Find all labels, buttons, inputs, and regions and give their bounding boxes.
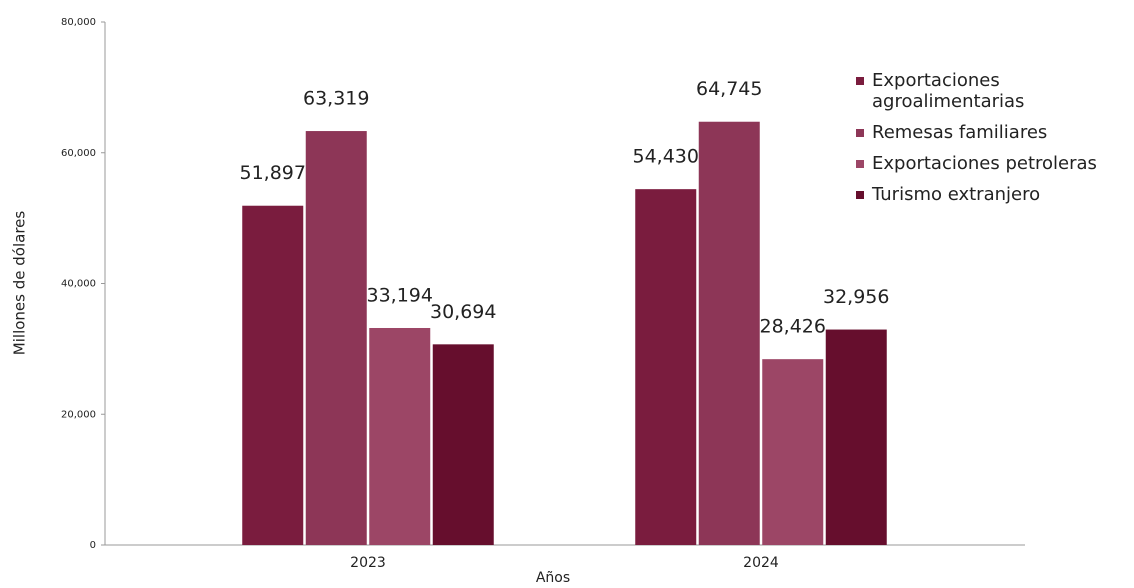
bar <box>369 327 431 545</box>
y-tick-label: 80,000 <box>61 17 96 28</box>
bar <box>635 189 697 545</box>
legend-label: Turismo extranjero <box>872 184 1041 205</box>
legend-item: Exportaciones petroleras <box>856 153 1106 174</box>
legend-swatch <box>856 191 864 199</box>
y-tick-label: 20,000 <box>61 409 96 420</box>
bar <box>825 329 887 545</box>
y-tick-label: 60,000 <box>61 148 96 159</box>
value-label: 51,897 <box>240 162 306 184</box>
value-label: 28,426 <box>760 316 826 338</box>
bar <box>432 344 494 545</box>
legend-swatch <box>856 77 864 85</box>
y-tick-label: 40,000 <box>61 279 96 290</box>
value-label: 32,956 <box>823 286 889 308</box>
value-label: 64,745 <box>696 78 762 100</box>
y-axis-label: Millones de dólares <box>11 211 29 356</box>
legend-swatch <box>856 129 864 137</box>
x-tick-label: 2023 <box>350 555 386 571</box>
y-tick-label: 0 <box>90 540 96 551</box>
value-label: 30,694 <box>430 301 496 323</box>
legend-item: Remesas familiares <box>856 122 1106 143</box>
bar <box>698 121 760 546</box>
legend-label: Exportaciones petroleras <box>872 153 1097 174</box>
x-axis-label: Años <box>536 570 570 586</box>
bar <box>242 205 304 545</box>
x-tick-label: 2024 <box>743 555 779 571</box>
value-label: 54,430 <box>633 146 699 168</box>
legend-label: Exportaciones agroalimentarias <box>872 70 1025 112</box>
legend-item: Turismo extranjero <box>856 184 1106 205</box>
bar <box>305 131 367 545</box>
bar <box>762 359 824 545</box>
legend-item: Exportaciones agroalimentarias <box>856 70 1106 112</box>
value-label: 33,194 <box>367 284 433 306</box>
legend: Exportaciones agroalimentarias Remesas fa… <box>856 70 1106 215</box>
legend-swatch <box>856 160 864 168</box>
value-label: 63,319 <box>303 88 369 110</box>
legend-label: Remesas familiares <box>872 122 1048 143</box>
